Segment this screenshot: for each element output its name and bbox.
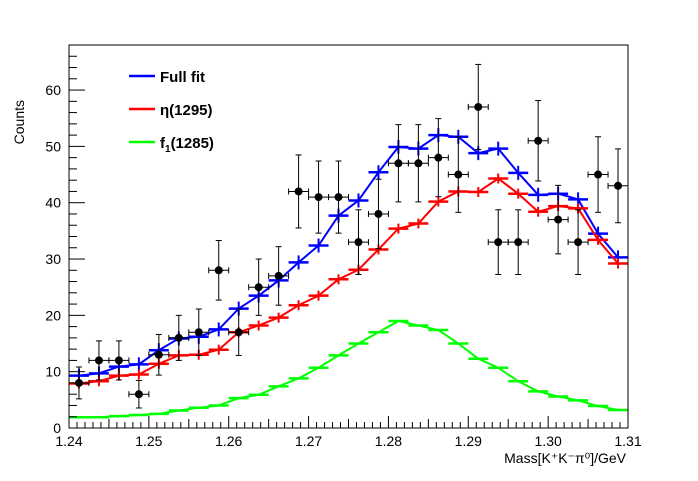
data-point — [274, 271, 283, 280]
x-tick-label: 1.26 — [215, 433, 242, 449]
data-point — [594, 170, 603, 179]
y-tick-label: 30 — [45, 251, 61, 267]
data-point — [434, 153, 443, 162]
legend-label-full-fit: Full fit — [160, 69, 205, 86]
data-point — [394, 159, 403, 168]
data-point — [194, 328, 203, 337]
legend-label-eta1295: η(1295) — [160, 102, 213, 119]
series-line-2 — [78, 319, 619, 419]
x-tick-label: 1.25 — [135, 433, 162, 449]
legend-f: f — [160, 135, 166, 152]
series-line-0 — [78, 134, 619, 377]
x-tick-label: 1.27 — [295, 433, 322, 449]
data-point — [254, 283, 263, 292]
x-axis-label: Mass[K⁺K⁻π⁰]/GeV — [504, 450, 627, 466]
y-axis-label: Counts — [11, 100, 27, 144]
data-point — [114, 356, 123, 365]
data-point — [454, 170, 463, 179]
x-tick-label: 1.31 — [614, 433, 641, 449]
data-point — [214, 266, 223, 275]
y-tick-label: 60 — [45, 82, 61, 98]
data-point — [474, 102, 483, 111]
legend-label-f1-1285: f1(1285) — [160, 135, 214, 155]
data-point — [74, 378, 83, 387]
data-point — [414, 159, 423, 168]
data-point — [314, 193, 323, 202]
chart-marks — [68, 63, 629, 419]
data-point — [294, 187, 303, 196]
data-point — [134, 390, 143, 399]
data-point — [574, 238, 583, 247]
data-point — [334, 193, 343, 202]
x-tick-label: 1.24 — [55, 433, 82, 449]
y-tick-label: 50 — [45, 138, 61, 154]
data-point — [494, 238, 503, 247]
x-tick-label: 1.30 — [535, 433, 562, 449]
data-point — [514, 238, 523, 247]
data-point — [94, 356, 103, 365]
data-point — [534, 136, 543, 145]
data-point — [174, 333, 183, 342]
y-tick-label: 40 — [45, 195, 61, 211]
plot-frame — [68, 44, 629, 429]
data-point — [554, 215, 563, 224]
y-tick-label: 0 — [53, 420, 61, 436]
series-line-1 — [78, 177, 619, 385]
x-tick-label: 1.29 — [455, 433, 482, 449]
data-point — [374, 209, 383, 218]
data-point — [154, 350, 163, 359]
legend-sub: 1 — [165, 144, 171, 155]
legend-rest: (1285) — [171, 135, 214, 152]
legend: Full fit η(1295) f1(1285) — [129, 69, 214, 155]
y-tick-label: 10 — [45, 364, 61, 380]
x-tick-label: 1.28 — [375, 433, 402, 449]
data-point — [614, 181, 623, 190]
data-point — [234, 328, 243, 337]
axes: 1.24 1.25 1.26 1.27 1.28 1.29 1.30 1.31 0 10 20 30 4… — [45, 44, 642, 449]
data-point — [354, 238, 363, 247]
y-tick-label: 20 — [45, 307, 61, 323]
